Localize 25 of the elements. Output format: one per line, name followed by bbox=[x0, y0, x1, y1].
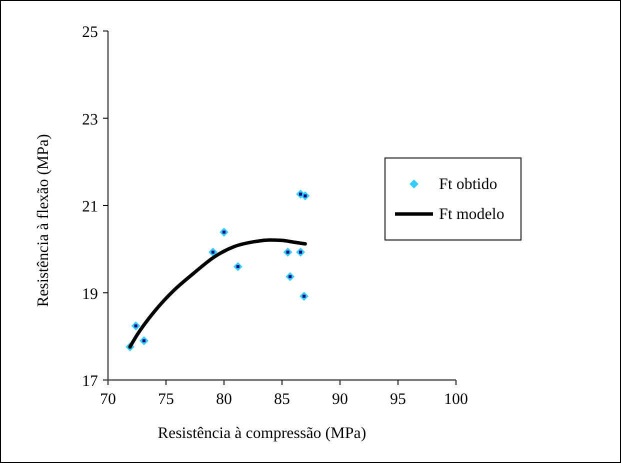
point bbox=[220, 228, 228, 237]
x-tick-label: 100 bbox=[444, 391, 468, 408]
x-tick-label: 75 bbox=[158, 391, 174, 408]
y-tick-label: 21 bbox=[82, 198, 98, 216]
y-tick-label: 23 bbox=[82, 111, 98, 128]
y-tick-label: 25 bbox=[82, 24, 98, 41]
point bbox=[296, 248, 306, 257]
x-tick-label: 85 bbox=[274, 391, 290, 408]
y-axis-title: Resistência à flexão (MPa) bbox=[35, 134, 52, 307]
point bbox=[131, 321, 140, 330]
x-tick-label: 80 bbox=[216, 391, 232, 408]
legend-label: Ft modelo bbox=[439, 206, 504, 223]
point bbox=[233, 262, 242, 272]
point bbox=[139, 336, 148, 346]
legend-label: Ft obtido bbox=[439, 176, 498, 193]
y-tick-label: 19 bbox=[82, 286, 98, 303]
point bbox=[208, 248, 218, 257]
point bbox=[300, 292, 309, 301]
x-tick-label: 90 bbox=[332, 391, 348, 408]
x-tick-label: 95 bbox=[390, 391, 406, 408]
point bbox=[286, 272, 295, 282]
x-axis-title: Resistência à compressão (MPa) bbox=[158, 425, 366, 442]
x-tick-label: 70 bbox=[100, 391, 116, 408]
y-tick-label: 17 bbox=[82, 373, 98, 390]
point bbox=[283, 248, 292, 257]
